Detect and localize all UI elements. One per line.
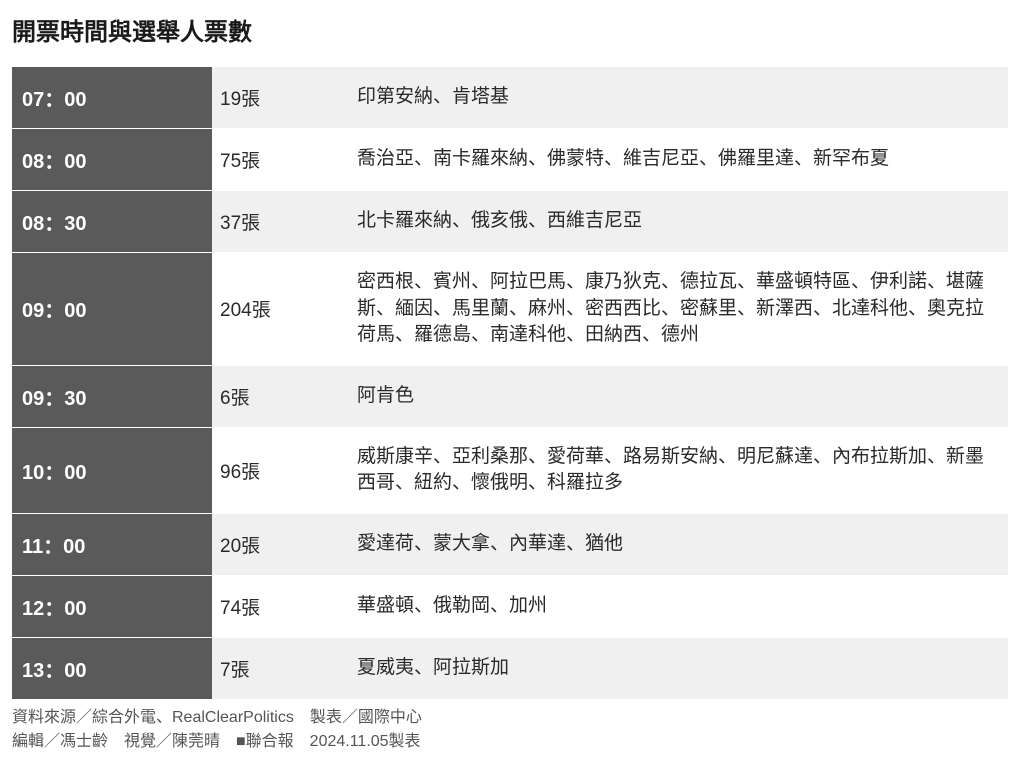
table-row: 09：00204張密西根、賓州、阿拉巴馬、康乃狄克、德拉瓦、華盛頓特區、伊利諾、… <box>12 253 1008 366</box>
votes-cell: 7張 <box>212 638 357 700</box>
table-row: 08：0075張喬治亞、南卡羅來納、佛蒙特、維吉尼亞、佛羅里達、新罕布夏 <box>12 129 1008 191</box>
states-cell: 愛達荷、蒙大拿、內華達、猶他 <box>357 514 1008 576</box>
footer-line-2: 編輯／馮士齡 視覺／陳莞晴 ■聯合報 2024.11.05製表 <box>12 730 1008 754</box>
table-row: 09：306張阿肯色 <box>12 366 1008 428</box>
states-cell: 北卡羅來納、俄亥俄、西維吉尼亞 <box>357 191 1008 253</box>
votes-cell: 19張 <box>212 67 357 129</box>
table-row: 11：0020張愛達荷、蒙大拿、內華達、猶他 <box>12 514 1008 576</box>
states-cell: 密西根、賓州、阿拉巴馬、康乃狄克、德拉瓦、華盛頓特區、伊利諾、堪薩斯、緬因、馬里… <box>357 253 1008 366</box>
votes-cell: 75張 <box>212 129 357 191</box>
time-cell: 11：00 <box>12 514 212 576</box>
votes-cell: 74張 <box>212 576 357 638</box>
table-row: 13：007張夏威夷、阿拉斯加 <box>12 638 1008 700</box>
time-cell: 09：00 <box>12 253 212 366</box>
states-cell: 夏威夷、阿拉斯加 <box>357 638 1008 700</box>
table-row: 08：3037張北卡羅來納、俄亥俄、西維吉尼亞 <box>12 191 1008 253</box>
votes-cell: 96張 <box>212 428 357 514</box>
states-cell: 印第安納、肯塔基 <box>357 67 1008 129</box>
footer-line-1: 資料來源／綜合外電、RealClearPolitics 製表／國際中心 <box>12 706 1008 730</box>
states-cell: 華盛頓、俄勒岡、加州 <box>357 576 1008 638</box>
time-cell: 10：00 <box>12 428 212 514</box>
table-row: 07：0019張印第安納、肯塔基 <box>12 67 1008 129</box>
time-cell: 09：30 <box>12 366 212 428</box>
time-cell: 13：00 <box>12 638 212 700</box>
states-cell: 阿肯色 <box>357 366 1008 428</box>
footer: 資料來源／綜合外電、RealClearPolitics 製表／國際中心 編輯／馮… <box>12 706 1008 754</box>
table-row: 10：0096張威斯康辛、亞利桑那、愛荷華、路易斯安納、明尼蘇達、內布拉斯加、新… <box>12 428 1008 514</box>
page-title: 開票時間與選舉人票數 <box>12 12 1008 47</box>
votes-cell: 204張 <box>212 253 357 366</box>
votes-cell: 20張 <box>212 514 357 576</box>
votes-cell: 37張 <box>212 191 357 253</box>
schedule-table: 07：0019張印第安納、肯塔基08：0075張喬治亞、南卡羅來納、佛蒙特、維吉… <box>12 67 1008 700</box>
time-cell: 07：00 <box>12 67 212 129</box>
table-row: 12：0074張華盛頓、俄勒岡、加州 <box>12 576 1008 638</box>
time-cell: 12：00 <box>12 576 212 638</box>
time-cell: 08：30 <box>12 191 212 253</box>
time-cell: 08：00 <box>12 129 212 191</box>
states-cell: 喬治亞、南卡羅來納、佛蒙特、維吉尼亞、佛羅里達、新罕布夏 <box>357 129 1008 191</box>
states-cell: 威斯康辛、亞利桑那、愛荷華、路易斯安納、明尼蘇達、內布拉斯加、新墨西哥、紐約、懷… <box>357 428 1008 514</box>
votes-cell: 6張 <box>212 366 357 428</box>
